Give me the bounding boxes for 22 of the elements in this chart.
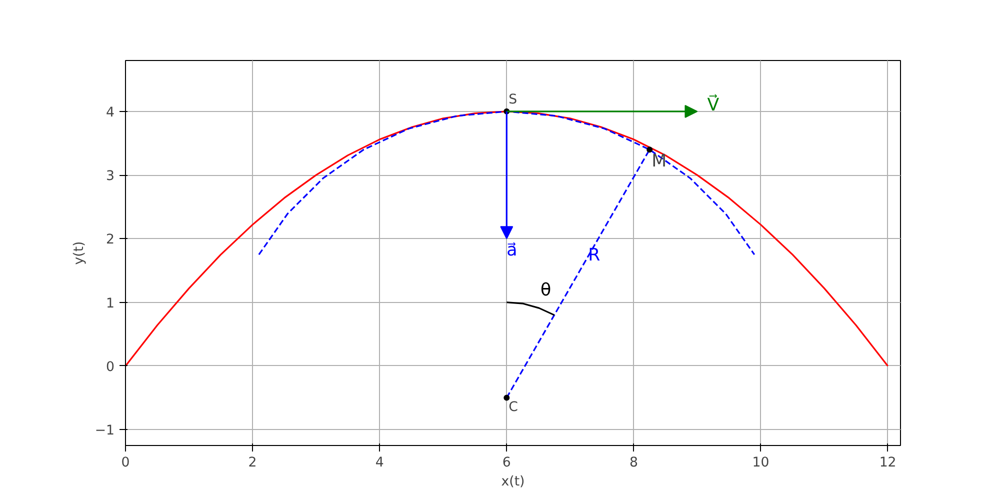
annotation: C — [508, 400, 518, 415]
annotation: V⃗ — [707, 93, 720, 116]
annotation: S — [508, 92, 518, 108]
x-tick-label: 6 — [502, 456, 511, 470]
y-tick-label: 1 — [106, 296, 115, 312]
y-tick-label: 4 — [106, 105, 115, 120]
annotation: M — [652, 152, 667, 172]
y-tick-label: 0 — [106, 360, 115, 375]
x-tick-label: 12 — [879, 456, 896, 470]
y-tick-label: 2 — [106, 232, 115, 248]
x-tick-label: 8 — [629, 456, 638, 470]
x-tick-label: 10 — [752, 456, 770, 470]
y-tick-label: −1 — [94, 424, 115, 439]
series-label: θ — [540, 280, 552, 301]
x-tick-label: 0 — [121, 456, 130, 470]
y-axis-title: y(t) — [72, 241, 87, 265]
y-tick-label: 3 — [106, 169, 115, 184]
x-tick-label: 2 — [248, 456, 257, 470]
series-label: R — [588, 246, 600, 266]
x-tick-label: 4 — [375, 456, 384, 470]
x-axis-title: x(t) — [501, 474, 525, 490]
annotation: a⃗ — [506, 240, 518, 261]
